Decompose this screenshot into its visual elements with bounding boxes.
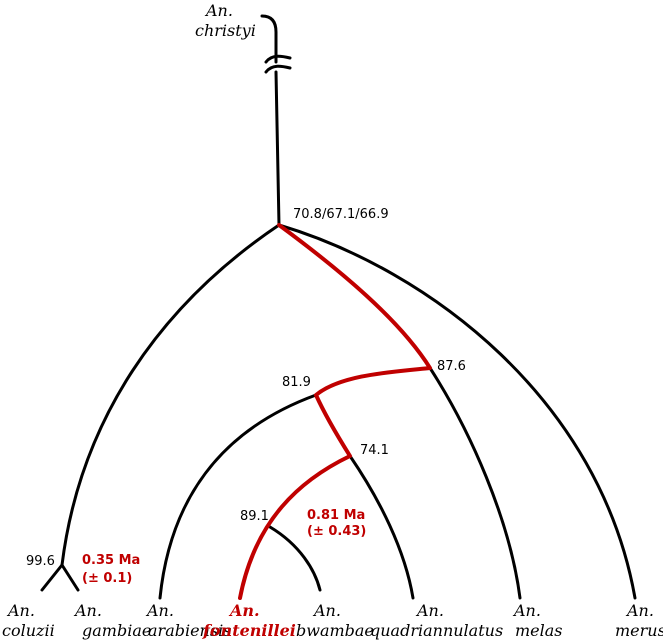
tip-genus-label: An. [415,601,444,620]
tip-species-label: gambiae [82,621,151,640]
support-quadriannulatus-clade: 74.1 [360,443,389,458]
tip-genus-label: An. [312,601,341,620]
branch-gambiae [60,563,80,592]
support-fontenillei-bwambae: 89.1 [240,509,269,524]
tip-gambiae: An. gambiae [73,601,151,640]
axis-break-top [264,54,292,64]
support-arabiensis-clade: 81.9 [282,375,311,390]
outgroup-species-label: christyi [195,21,256,40]
tip-genus-label: An. [145,601,174,620]
branch-merus [277,223,637,600]
branch-fontenillei-lineage [238,223,432,600]
branch-melas [428,366,522,600]
age-fontenillei-bwambae-line2: (± 0.43) [307,524,366,539]
tip-quadriannulatus: An. quadriannulatus [370,601,503,640]
branch-gambiae-complex-stem [60,223,281,567]
tip-species-label: melas [515,621,563,640]
tip-genus-label: An. [512,601,541,620]
tip-merus: An. merus [615,601,663,640]
tip-species-label: merus [615,621,663,640]
tip-genus-label: An. [73,601,102,620]
age-coluzii-gambiae-line2: (± 0.1) [82,571,132,586]
tip-fontenillei: An. fontenillei [202,601,296,640]
tip-melas: An. melas [512,601,563,640]
tip-bwambae: An. bwambae [296,601,374,640]
branch-arabiensis [158,393,318,600]
tip-genus-label: An. [625,601,654,620]
tip-genus-label: An. [228,601,260,620]
branch-coluzii [40,563,64,592]
branch-quadriannulatus [348,454,415,600]
tip-species-label: fontenillei [202,621,296,640]
support-coluzii-gambiae: 99.6 [26,554,55,569]
branch-bwambae [268,525,322,592]
age-fontenillei-bwambae-line1: 0.81 Ma [307,508,365,523]
tip-genus-label: An. [6,601,35,620]
tip-coluzii: An. coluzii [2,601,55,640]
age-coluzii-gambiae-line1: 0.35 Ma [82,553,140,568]
axis-break-bottom [264,64,292,74]
branch-christyi [260,14,281,227]
tip-species-label: quadriannulatus [370,621,503,640]
outgroup-genus-label: An. [204,1,233,20]
tip-species-label: arabiensis [148,621,231,640]
support-root: 70.8/67.1/66.9 [293,207,389,222]
tip-arabiensis: An. arabiensis [145,601,231,640]
tip-species-label: bwambae [296,621,374,640]
support-melas-clade: 87.6 [437,359,466,374]
tip-species-label: coluzii [2,621,55,640]
